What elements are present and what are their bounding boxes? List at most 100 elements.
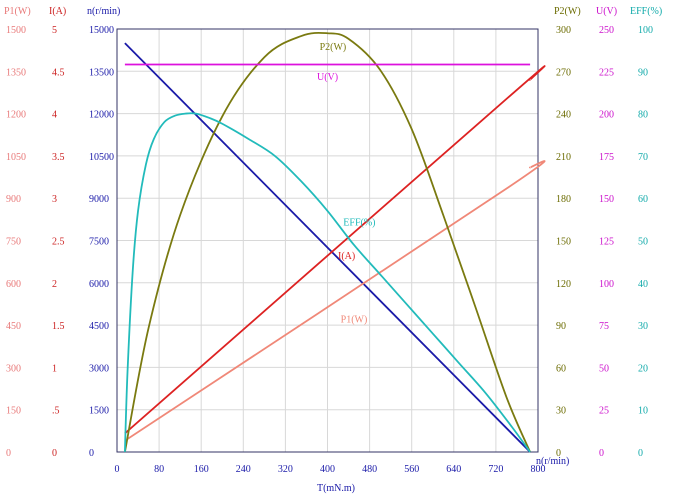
y-tick-label-p1: 1350 [6,67,26,78]
y-tick-label-i: 5 [52,25,57,36]
x-tick-label: 480 [362,464,377,475]
y-tick-label-p1: 1050 [6,152,26,163]
x-tick-label: 720 [488,464,503,475]
y-tick-label-i: 2 [52,279,57,290]
axis-header-p2: P2(W) [554,6,581,17]
series-lines [123,31,546,453]
x-tick-label: 160 [194,464,209,475]
y-tick-label-i: 0 [52,448,57,459]
axis-header-u: U(V) [596,6,617,17]
y-tick-label-u: 175 [599,152,614,163]
series-annotations: P2(W) U(V) EFF(%) I(A) P1(W) n(r/min) [317,42,569,467]
series-line-p2 [124,31,531,453]
series-line-p1 [124,160,546,442]
y-tick-label-n: 9000 [89,194,109,205]
annotation-label: P2(W) [320,42,347,53]
y-tick-label-p2: 180 [556,194,571,205]
y-tick-label-u: 250 [599,25,614,36]
y-tick-label-i: 3.5 [52,152,65,163]
series-line-i [124,65,546,435]
y-tick-label-u: 125 [599,237,614,248]
y-tick-label-p2: 90 [556,321,566,332]
y-tick-label-p2: 0 [556,448,561,459]
series-line-n [124,42,531,453]
y-tick-label-p1: 0 [6,448,11,459]
x-tick-label: 80 [154,464,164,475]
y-tick-label-n: 15000 [89,25,114,36]
axis-header-eff: EFF(%) [630,6,662,17]
y-tick-label-u: 200 [599,110,614,121]
axis-header-i: I(A) [49,6,66,17]
y-tick-label-i: 4 [52,110,57,121]
y-tick-label-eff: 70 [638,152,648,163]
axes: 0 80 160 240 320 400 480 560 640 720 800P1(W)01503… [4,6,662,475]
x-axis-label: T(mN.m) [317,483,355,494]
grid [116,28,539,453]
y-tick-label-n: 10500 [89,152,114,163]
annotation-label: U(V) [317,72,338,83]
y-tick-label-n: 13500 [89,67,114,78]
y-tick-label-p1: 600 [6,279,21,290]
y-tick-label-i: 4.5 [52,67,65,78]
y-tick-label-n: 3000 [89,363,109,374]
annotation-label: n(r/min) [536,456,569,467]
y-tick-label-n: 0 [89,448,94,459]
y-tick-label-p2: 150 [556,237,571,248]
annotation-label: I(A) [338,251,355,262]
y-tick-label-i: 3 [52,194,57,205]
y-tick-label-p2: 270 [556,67,571,78]
axis-header-p1: P1(W) [4,6,31,17]
x-tick-label: 640 [446,464,461,475]
y-tick-label-eff: 90 [638,67,648,78]
x-tick-label: 320 [278,464,293,475]
y-tick-label-p2: 120 [556,279,571,290]
y-tick-label-n: 7500 [89,237,109,248]
y-tick-label-i: 2.5 [52,237,65,248]
y-tick-label-eff: 80 [638,110,648,121]
plot-frame [116,28,539,453]
y-tick-label-u: 50 [599,363,609,374]
annotation-label: P1(W) [341,314,368,325]
y-tick-label-p1: 300 [6,363,21,374]
y-tick-label-eff: 100 [638,25,653,36]
y-tick-label-p2: 300 [556,25,571,36]
y-tick-label-p1: 750 [6,237,21,248]
y-tick-label-eff: 40 [638,279,648,290]
y-tick-label-u: 100 [599,279,614,290]
y-tick-label-eff: 60 [638,194,648,205]
plot-border [116,28,539,453]
y-tick-label-eff: 50 [638,237,648,248]
y-tick-label-p1: 1200 [6,110,26,121]
y-tick-label-eff: 20 [638,363,648,374]
annotation-label: EFF(%) [343,218,375,229]
y-tick-label-p1: 150 [6,406,21,417]
y-tick-label-p1: 450 [6,321,21,332]
y-tick-label-p2: 60 [556,363,566,374]
y-tick-label-p1: 1500 [6,25,26,36]
y-tick-label-i: 1.5 [52,321,65,332]
y-tick-label-n: 12000 [89,110,114,121]
y-tick-label-u: 225 [599,67,614,78]
y-tick-label-u: 0 [599,448,604,459]
y-tick-label-n: 4500 [89,321,109,332]
x-tick-label: 240 [236,464,251,475]
y-tick-label-eff: 30 [638,321,648,332]
y-tick-label-u: 75 [599,321,609,332]
y-tick-label-n: 6000 [89,279,109,290]
axis-header-n: n(r/min) [87,6,120,17]
x-tick-label: 400 [320,464,335,475]
x-tick-label: 800 [531,464,546,475]
y-tick-label-p1: 900 [6,194,21,205]
y-tick-label-p2: 30 [556,406,566,417]
y-tick-label-p2: 210 [556,152,571,163]
y-tick-label-n: 1500 [89,406,109,417]
x-tick-label: 0 [115,464,120,475]
y-tick-label-i: 1 [52,363,57,374]
series-line-eff [123,112,531,453]
y-tick-label-p2: 240 [556,110,571,121]
y-tick-label-eff: 0 [638,448,643,459]
x-tick-label: 560 [404,464,419,475]
y-tick-label-i: .5 [52,406,60,417]
y-tick-label-u: 25 [599,406,609,417]
